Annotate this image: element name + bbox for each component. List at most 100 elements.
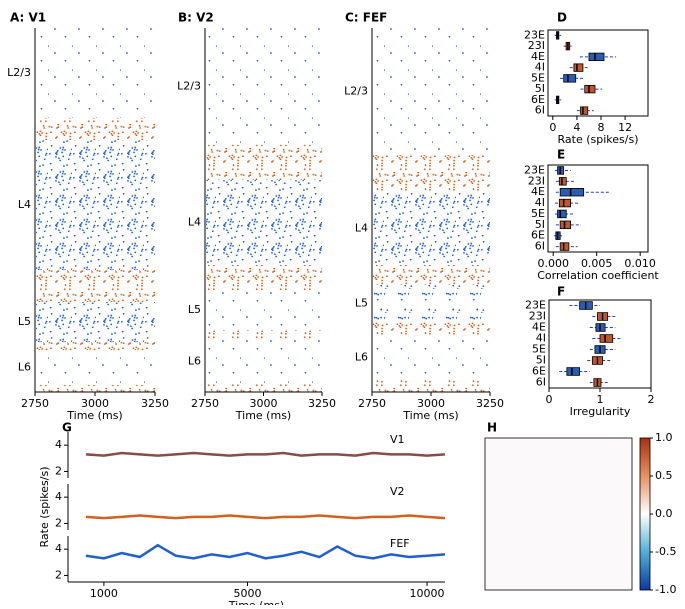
spike-band bbox=[36, 302, 155, 343]
spike-band bbox=[373, 264, 490, 285]
x-tick-label: 1 bbox=[597, 393, 604, 406]
series-label: V1 bbox=[390, 433, 405, 446]
spike-band bbox=[373, 155, 490, 193]
y-tick-label: 6I bbox=[536, 376, 546, 389]
panel-title: G bbox=[62, 421, 72, 435]
spike-band bbox=[373, 28, 490, 156]
y-tick-label: 4E bbox=[531, 185, 545, 198]
box bbox=[558, 198, 572, 208]
y-tick-label: 23E bbox=[525, 299, 546, 312]
layer-label: L6 bbox=[188, 354, 201, 367]
spike-band bbox=[36, 28, 155, 118]
layer-label: L2/3 bbox=[344, 85, 368, 98]
x-tick-label: 2750 bbox=[358, 397, 386, 410]
y-tick-label: 23I bbox=[528, 174, 545, 187]
panel-title: F bbox=[557, 285, 565, 299]
spike-band bbox=[206, 339, 322, 383]
box bbox=[559, 242, 570, 251]
y-tick-label: 5E bbox=[532, 343, 546, 356]
x-axis-label: Irregularity bbox=[570, 405, 631, 418]
x-tick-label: 2750 bbox=[21, 397, 49, 410]
y-tick-label: 4E bbox=[531, 50, 545, 63]
x-tick-label: 5000 bbox=[234, 587, 262, 600]
x-tick-label: 3000 bbox=[417, 397, 445, 410]
box bbox=[559, 187, 585, 197]
layer-label: L4 bbox=[188, 216, 201, 229]
y-tick-label: 6E bbox=[531, 93, 545, 106]
y-tick-label: 23I bbox=[528, 39, 545, 52]
spike-band bbox=[36, 270, 155, 303]
spike-band bbox=[373, 284, 490, 323]
x-tick-label: 3000 bbox=[250, 397, 278, 410]
rate-line bbox=[85, 514, 446, 520]
box bbox=[557, 209, 567, 219]
x-axis-label: Time (ms) bbox=[66, 409, 122, 422]
box bbox=[584, 84, 596, 94]
colorbar-tick-label: -1.0 bbox=[655, 583, 676, 596]
x-tick-label: 2750 bbox=[191, 397, 219, 410]
x-tick-label: 1000 bbox=[90, 587, 118, 600]
panel-title: H bbox=[487, 421, 497, 435]
spike-band bbox=[206, 144, 322, 181]
heatmap bbox=[484, 437, 633, 591]
y-tick-label: 4E bbox=[532, 321, 546, 334]
spike-band bbox=[373, 322, 490, 335]
x-tick-label: 0.010 bbox=[624, 257, 656, 270]
layer-label: L5 bbox=[355, 297, 368, 310]
rate-line bbox=[85, 543, 446, 560]
layer-label: L4 bbox=[18, 198, 31, 211]
box bbox=[580, 106, 589, 115]
layer-label: L2/3 bbox=[177, 79, 201, 92]
x-tick-label: 10000 bbox=[410, 587, 445, 600]
box bbox=[558, 177, 567, 186]
x-tick-label: 4 bbox=[573, 121, 580, 134]
spike-band bbox=[206, 264, 322, 291]
spike-band bbox=[36, 342, 155, 351]
y-tick-label: 23E bbox=[524, 163, 545, 176]
layer-label: L6 bbox=[355, 350, 368, 363]
box bbox=[599, 334, 614, 343]
y-axis-label: Rate (spikes/s) bbox=[38, 467, 51, 548]
box bbox=[573, 63, 584, 72]
x-tick-label: 3000 bbox=[81, 397, 109, 410]
spike-band bbox=[36, 117, 155, 141]
y-tick-label: 4 bbox=[55, 542, 62, 555]
rate-line bbox=[85, 451, 446, 457]
x-tick-label: 3250 bbox=[476, 397, 504, 410]
y-tick-label: 23I bbox=[529, 310, 546, 323]
series-label: FEF bbox=[390, 537, 410, 550]
y-tick-label: 4I bbox=[535, 196, 545, 209]
y-tick-label: 6I bbox=[535, 240, 545, 253]
colorbar-tick-label: -0.5 bbox=[655, 545, 676, 558]
y-tick-label: 6E bbox=[531, 229, 545, 242]
spike-band bbox=[206, 28, 322, 145]
y-tick-label: 6E bbox=[532, 365, 546, 378]
box bbox=[588, 52, 605, 62]
box bbox=[566, 367, 580, 376]
y-tick-label: 4I bbox=[535, 61, 545, 74]
layer-label: L6 bbox=[18, 361, 31, 374]
colorbar bbox=[639, 437, 651, 591]
y-tick-label: 2 bbox=[55, 464, 62, 477]
y-tick-label: 5I bbox=[535, 218, 545, 231]
spike-band bbox=[373, 379, 490, 392]
y-tick-label: 5E bbox=[531, 207, 545, 220]
y-tick-label: 5I bbox=[535, 82, 545, 95]
y-tick-label: 4 bbox=[55, 438, 62, 451]
x-tick-label: 8 bbox=[598, 121, 605, 134]
x-tick-label: 0 bbox=[546, 393, 553, 406]
y-tick-label: 2 bbox=[55, 568, 62, 581]
panel-title: D bbox=[557, 11, 567, 25]
x-tick-label: 12 bbox=[618, 121, 632, 134]
x-axis-label: Time (ms) bbox=[228, 599, 284, 605]
panel-title: A: V1 bbox=[10, 11, 46, 25]
x-axis-label: Rate (spikes/s) bbox=[558, 133, 639, 146]
y-tick-label: 5E bbox=[531, 71, 545, 84]
x-axis-label: Time (ms) bbox=[402, 409, 458, 422]
panel-title: B: V2 bbox=[178, 11, 214, 25]
x-axis-label: Correlation coefficient bbox=[537, 269, 659, 282]
x-tick-label: 3250 bbox=[141, 397, 169, 410]
layer-label: L2/3 bbox=[7, 66, 31, 79]
spike-band bbox=[373, 334, 490, 380]
spike-band bbox=[373, 192, 490, 265]
